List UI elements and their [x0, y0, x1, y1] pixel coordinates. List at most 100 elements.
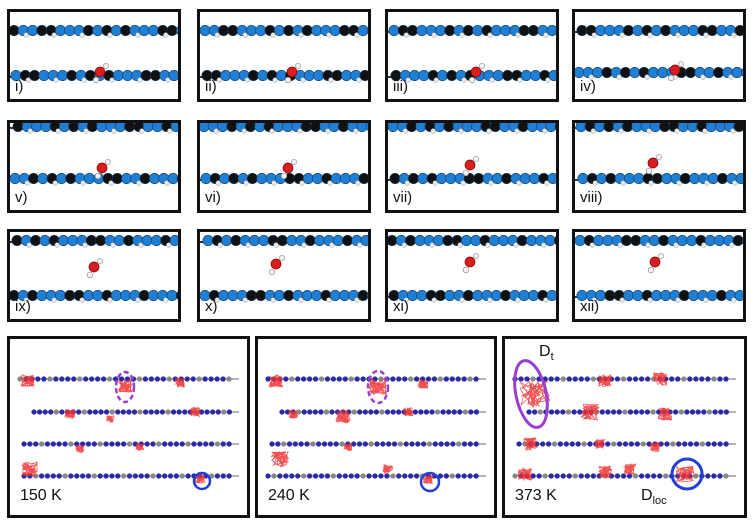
hydrogen-atom [244, 77, 250, 83]
carbon-atom [443, 123, 455, 132]
nitrogen-atom [324, 376, 331, 382]
trajectory-path [20, 461, 38, 477]
lower-layer [388, 289, 556, 303]
carbon-atom [619, 66, 631, 78]
nitrogen-atom [71, 376, 77, 382]
trajectory-panel: 373 K Dt Dloc [502, 336, 747, 518]
nitrogen-atom [167, 473, 174, 479]
nitrogen-atom [650, 289, 662, 301]
nitrogen-atom [661, 172, 673, 184]
nitrogen-atom [59, 409, 65, 415]
carbon-atom [576, 25, 588, 36]
trajectory-cluster [20, 461, 38, 477]
nitrogen-atom [57, 235, 69, 246]
carbon-atom [165, 409, 171, 415]
nitrogen-atom [566, 376, 572, 382]
hydrogen-atom [326, 32, 332, 38]
lower-layer [10, 172, 178, 186]
carbon-atom [537, 409, 543, 415]
nitrogen-atom [554, 376, 560, 382]
nitrogen-atom [220, 69, 232, 81]
nitrogen-atom [440, 409, 446, 415]
carbon-atom [301, 25, 313, 36]
carbon-atom [716, 289, 728, 301]
hydrogen-atom [658, 253, 664, 259]
hydrogen-atom [462, 266, 470, 274]
hydrogen-atom [110, 242, 116, 248]
nitrogen-atom [444, 289, 456, 301]
carbon-atom [734, 25, 743, 36]
trajectory-path [657, 407, 672, 421]
nitrogen-atom [488, 235, 500, 246]
carbon-atom [357, 290, 368, 301]
dloc-label: Dloc [641, 487, 667, 507]
nitrogen-atom [455, 473, 461, 479]
nitrogen-atom [446, 409, 452, 415]
oxygen-atom [88, 261, 100, 273]
nitrogen-atom [718, 409, 724, 415]
nitrogen-atom [575, 441, 581, 447]
carbon-atom [462, 409, 468, 415]
nitrogen-atom [540, 441, 546, 447]
hydrogen-atom [458, 128, 464, 134]
hydrogen-atom [479, 63, 485, 69]
nitrogen-atom [159, 409, 166, 415]
hydrogen-atom [473, 253, 479, 259]
hydrogen-atom [165, 77, 171, 83]
nitrogen-atom [599, 409, 605, 415]
nitrogen-atom [649, 123, 661, 132]
nitrogen-atom [716, 25, 728, 36]
trajectory-path [20, 374, 35, 387]
carbon-atom [605, 172, 617, 184]
panel-label: i) [15, 78, 24, 95]
carbon-atom [620, 235, 632, 246]
nitrogen-atom [467, 473, 473, 479]
nitrogen-atom [384, 473, 390, 479]
carbon-atom [489, 123, 501, 132]
trajectory-path [622, 463, 637, 475]
hydrogen-atom [94, 172, 102, 180]
trajectory-panel: 150 K [7, 336, 250, 518]
nitrogen-atom [548, 409, 555, 415]
nitrogen-atom [596, 172, 608, 184]
hydrogen-atom [489, 77, 495, 83]
nitrogen-atom [258, 235, 270, 246]
nitrogen-atom [388, 123, 399, 132]
hydrogen-atom [52, 180, 58, 186]
snapshot-structure [200, 123, 368, 186]
trajectory-cluster [117, 378, 133, 393]
nitrogen-atom [138, 25, 150, 36]
nitrogen-atom [560, 409, 566, 415]
nitrogen-atom [657, 473, 663, 479]
carbon-atom [156, 441, 162, 447]
nitrogen-atom [460, 235, 472, 246]
nitrogen-atom [735, 173, 743, 184]
hydrogen-atom [591, 32, 597, 38]
carbon-nitride-layer [265, 376, 486, 382]
carbon-atom [723, 473, 729, 479]
nitrogen-atom [471, 123, 483, 132]
nitrogen-atom [388, 25, 400, 36]
nitrogen-atom [500, 25, 512, 36]
nitrogen-atom [445, 172, 457, 184]
hydrogen-atom [354, 297, 360, 303]
hydrogen-atom [403, 297, 409, 303]
hydrogen-atom [701, 242, 707, 248]
nitrogen-atom [545, 123, 556, 132]
nitrogen-atom [610, 409, 617, 415]
hydrogen-atom [468, 76, 476, 84]
nitrogen-atom [563, 441, 569, 447]
nitrogen-atom [324, 473, 331, 479]
nitrogen-atom [31, 409, 37, 415]
trajectory-cluster [194, 474, 206, 484]
carbon-atom [123, 235, 135, 246]
nitrogen-atom [578, 376, 584, 382]
nitrogen-atom [120, 409, 126, 415]
nitrogen-atom [365, 123, 368, 131]
nitrogen-atom [265, 376, 271, 382]
nitrogen-atom [277, 473, 283, 479]
hydrogen-atom [543, 297, 549, 303]
carbon-atom [554, 123, 556, 130]
hydrogen-atom [460, 180, 466, 186]
nitrogen-atom [595, 25, 607, 36]
